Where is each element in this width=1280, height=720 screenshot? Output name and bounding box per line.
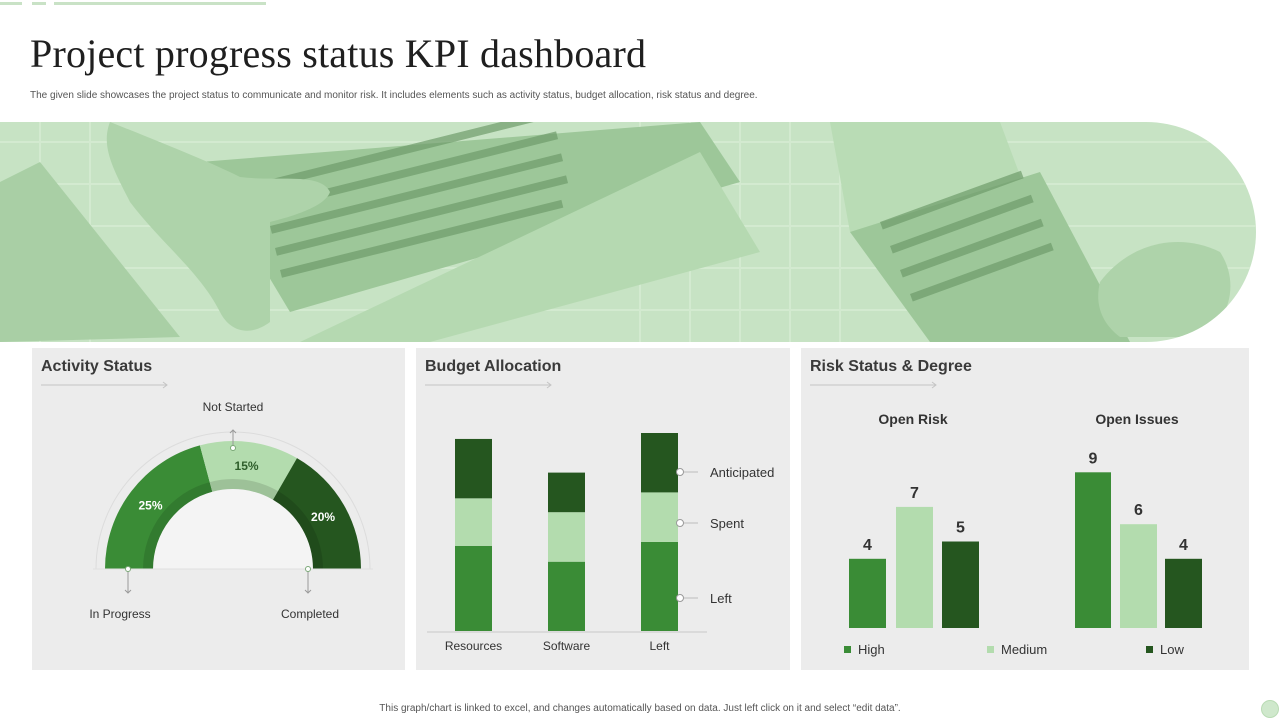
bar-segment-left bbox=[548, 561, 585, 631]
budget-allocation-title: Budget Allocation bbox=[425, 358, 562, 375]
corner-decoration bbox=[1261, 700, 1279, 718]
bar-segment-left bbox=[455, 545, 492, 631]
gauge-slice-track bbox=[209, 479, 278, 500]
legend-swatch bbox=[1146, 646, 1153, 653]
callout-label: Completed bbox=[281, 607, 339, 621]
bar-segment-anticipated bbox=[641, 433, 678, 493]
legend-dot bbox=[676, 519, 684, 527]
callout-dot bbox=[230, 445, 236, 451]
bar-segment-anticipated bbox=[548, 472, 585, 513]
title-arrow-underline bbox=[810, 381, 937, 389]
title-arrow-underline bbox=[41, 381, 168, 389]
gauge-slice-value: 15% bbox=[235, 459, 259, 473]
risk-bar-value: 5 bbox=[956, 520, 965, 537]
bar-segment-left bbox=[641, 541, 678, 631]
legend-label: High bbox=[858, 642, 885, 657]
callout-label: Not Started bbox=[203, 400, 264, 414]
x-tick-label: Left bbox=[649, 639, 670, 653]
gauge-slice-value: 25% bbox=[138, 499, 162, 513]
bar-segment-anticipated bbox=[455, 438, 492, 499]
legend-label: Left bbox=[710, 591, 732, 606]
bar-segment-spent bbox=[455, 498, 492, 546]
activity-status-title: Activity Status bbox=[41, 358, 153, 375]
top-decoration-strip bbox=[0, 0, 278, 6]
strip-segment bbox=[54, 2, 266, 5]
risk-bar bbox=[1165, 558, 1202, 628]
hero-banner-image bbox=[0, 122, 1256, 342]
risk-bar bbox=[896, 506, 933, 628]
bar-segment-spent bbox=[641, 492, 678, 542]
callout-dot bbox=[125, 566, 131, 572]
risk-bar-charts: Open Risk 4 7 5 Open Issues 9 6 4 High Medium Low bbox=[844, 411, 1202, 657]
callout-dot bbox=[305, 566, 311, 572]
risk-bar-value: 7 bbox=[910, 485, 919, 502]
legend-label: Anticipated bbox=[710, 465, 774, 480]
activity-status-panel: Activity Status 25% 15% 20% In Progress Not … bbox=[32, 348, 405, 670]
gauge-center bbox=[153, 489, 313, 569]
gauge-slice bbox=[273, 458, 361, 569]
legend-swatch bbox=[987, 646, 994, 653]
activity-donut-chart: 25% 15% 20% In Progress Not Started Completed bbox=[89, 400, 373, 621]
risk-bar bbox=[1120, 524, 1157, 628]
x-tick-label: Resources bbox=[445, 639, 502, 653]
footer-note: This graph/chart is linked to excel, and… bbox=[379, 703, 901, 714]
callout-arrow bbox=[124, 589, 132, 594]
banner-illustration bbox=[0, 122, 1256, 342]
gauge-slice-value: 20% bbox=[311, 510, 335, 524]
budget-allocation-panel: Budget Allocation Resources Software Left A… bbox=[416, 348, 790, 670]
title-arrow-underline bbox=[425, 381, 552, 389]
legend-dot bbox=[676, 468, 684, 476]
legend-swatch bbox=[844, 646, 851, 653]
gauge-slice-track bbox=[273, 491, 323, 569]
subchart-title: Open Issues bbox=[1095, 411, 1178, 427]
gauge-slice bbox=[105, 445, 213, 569]
legend-label: Medium bbox=[1001, 642, 1047, 657]
page-title: Project progress status KPI dashboard bbox=[30, 31, 647, 76]
callout-arrow bbox=[304, 589, 312, 594]
strip-segment bbox=[32, 2, 46, 5]
legend-label: Low bbox=[1160, 642, 1184, 657]
risk-status-panel: Risk Status & Degree Open Risk 4 7 5 Open Is… bbox=[801, 348, 1249, 670]
budget-stacked-bar-chart: Resources Software Left Anticipated Spent Lef… bbox=[427, 433, 774, 653]
risk-status-title: Risk Status & Degree bbox=[810, 358, 972, 375]
page-subtitle: The given slide showcases the project st… bbox=[30, 90, 758, 101]
risk-bar bbox=[849, 558, 886, 628]
x-tick-label: Software bbox=[543, 639, 591, 653]
strip-segment bbox=[0, 2, 22, 5]
bar-segment-spent bbox=[548, 512, 585, 562]
callout-arrow bbox=[229, 429, 237, 434]
legend-dot bbox=[676, 594, 684, 602]
subchart-title: Open Risk bbox=[878, 411, 947, 427]
risk-bar bbox=[1075, 472, 1111, 628]
risk-bar-value: 4 bbox=[1179, 537, 1188, 554]
risk-bar-value: 6 bbox=[1134, 502, 1143, 519]
legend-label: Spent bbox=[710, 516, 744, 531]
risk-bar-value: 4 bbox=[863, 537, 872, 554]
gauge-slice-track bbox=[143, 482, 213, 569]
callout-label: In Progress bbox=[89, 607, 150, 621]
gauge-slice bbox=[199, 441, 297, 500]
risk-bar-value: 9 bbox=[1089, 450, 1098, 467]
risk-bar bbox=[942, 541, 979, 628]
